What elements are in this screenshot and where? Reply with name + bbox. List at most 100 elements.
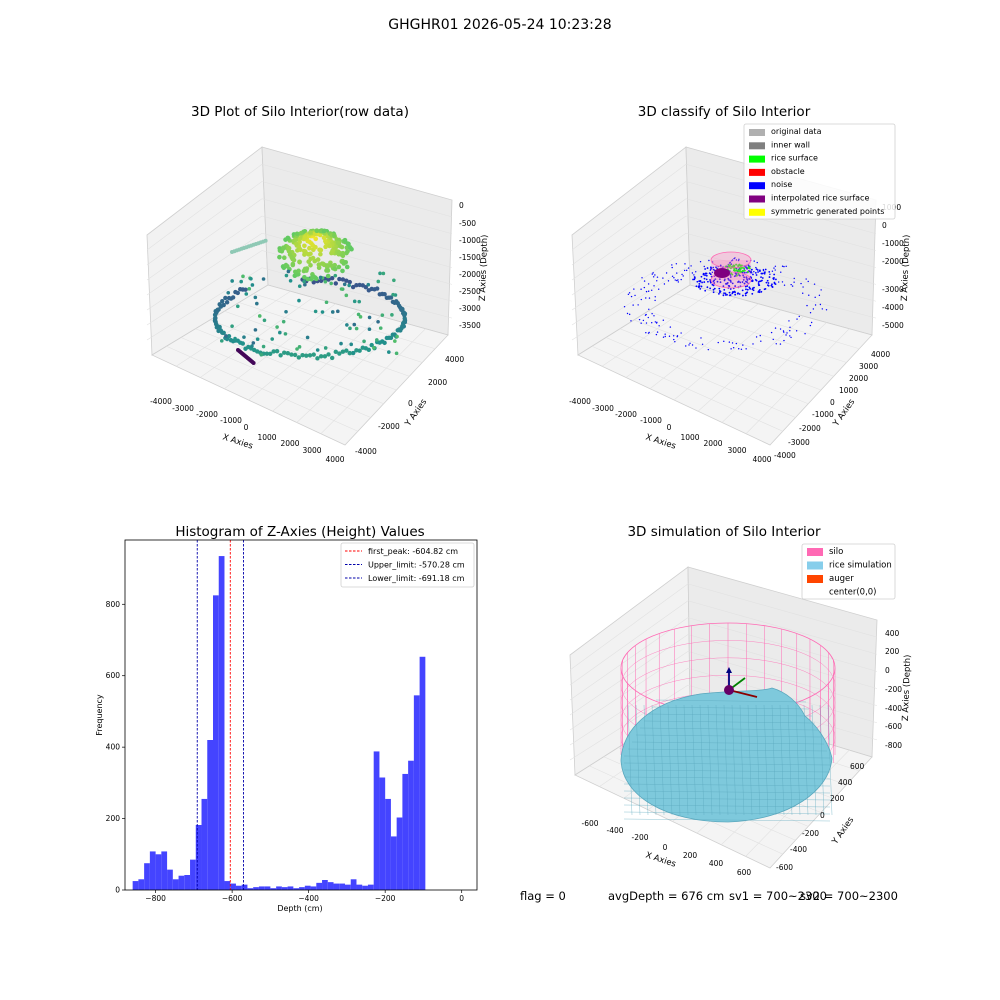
legend-label: center(0,0) — [829, 588, 877, 598]
raw-point — [323, 244, 328, 250]
noise-point — [775, 278, 777, 281]
raw-point — [339, 244, 345, 250]
noise-point — [716, 280, 719, 283]
raw-point — [318, 278, 324, 283]
noise-point — [807, 280, 809, 283]
raw-point — [372, 346, 376, 350]
histogram-bar — [390, 836, 397, 890]
noise-point — [691, 272, 694, 274]
noise-point — [732, 347, 735, 349]
noise-point — [825, 309, 828, 311]
raw-point — [290, 262, 296, 268]
noise-point — [655, 333, 658, 336]
noise-point — [699, 287, 702, 290]
raw-point — [313, 309, 318, 314]
noise-point — [640, 322, 642, 324]
legend-label: obstacle — [771, 167, 805, 176]
noise-point — [766, 279, 769, 282]
rice-mesh-line — [623, 769, 831, 773]
raw-point — [374, 286, 380, 291]
raw-point — [264, 351, 270, 356]
noise-point — [633, 288, 635, 290]
histogram-bar — [270, 888, 277, 890]
legend-label: noise — [771, 180, 792, 189]
raw-point — [378, 271, 382, 276]
noise-point — [656, 280, 658, 282]
noise-point — [680, 332, 682, 334]
raw-point — [362, 339, 366, 344]
legend-swatch — [807, 548, 823, 556]
raw-point — [284, 273, 289, 278]
noise-point — [696, 280, 699, 283]
legend-swatch — [807, 575, 823, 583]
raw-point — [226, 290, 231, 295]
noise-point — [699, 280, 702, 283]
grid-line — [261, 163, 453, 218]
histogram-bar — [149, 851, 156, 890]
raw-point — [333, 281, 338, 286]
rice-surface-point — [733, 264, 736, 267]
noise-point — [676, 336, 678, 338]
noise-point — [656, 331, 659, 333]
histogram-bar — [402, 773, 409, 890]
raw-point — [275, 325, 279, 329]
histogram-bar — [287, 886, 294, 890]
raw-point — [250, 283, 255, 287]
noise-point — [773, 282, 776, 285]
rice-mesh-line — [639, 727, 819, 731]
noise-point — [637, 304, 639, 306]
rice-surface-point — [747, 266, 750, 269]
noise-point — [647, 283, 650, 285]
raw-point — [335, 240, 341, 246]
noise-point — [645, 332, 647, 334]
grid-line — [687, 617, 878, 672]
raw-point — [329, 281, 333, 286]
sim-x-tick: -600 — [581, 819, 598, 828]
rice-mesh-line — [731, 704, 737, 816]
noise-point — [698, 283, 701, 285]
grid-line — [647, 310, 834, 377]
classify-3d-floor-pane — [577, 284, 873, 446]
noise-point — [772, 278, 775, 281]
raw-point — [394, 351, 399, 356]
noise-point — [719, 290, 722, 293]
histogram-bar — [304, 885, 311, 890]
classify-3d-x-ticks: -4000 -3000 -2000 -1000 0 1000 2000 3000… — [569, 397, 772, 464]
sim-y-tick: 200 — [830, 794, 845, 803]
noise-point — [628, 313, 631, 316]
noise-point — [719, 281, 722, 284]
grid-line — [685, 250, 877, 302]
noise-point — [812, 308, 815, 310]
noise-point — [640, 298, 642, 301]
noise-point — [745, 266, 747, 269]
noise-point — [705, 272, 707, 275]
histogram-y-tick-label: 0 — [115, 886, 120, 895]
raw-point — [395, 328, 400, 333]
histogram-frame — [124, 539, 478, 891]
rice-surface-point — [741, 266, 744, 269]
raw-point — [302, 266, 308, 272]
panel-histogram: Histogram of Z-Axies (Height) Values −80… — [95, 524, 478, 913]
grid-line — [146, 181, 263, 266]
noise-point — [643, 286, 646, 289]
sim-3d-ylabel: Y Axies — [830, 815, 857, 847]
raw-point — [326, 352, 331, 357]
noise-point — [687, 267, 690, 269]
noise-point — [700, 275, 703, 278]
noise-point — [742, 344, 744, 346]
raw-point — [327, 243, 332, 249]
noise-point — [674, 279, 676, 281]
raw-point — [332, 266, 338, 272]
noise-point — [760, 276, 762, 279]
raw-point — [295, 347, 299, 351]
noise-point — [647, 290, 650, 292]
noise-point — [709, 287, 712, 290]
noise-point — [754, 271, 757, 274]
histogram-bar — [367, 884, 374, 890]
noise-point — [746, 278, 748, 281]
raw-point — [393, 339, 397, 343]
noise-point — [704, 268, 707, 270]
raw-point — [357, 348, 362, 353]
noise-point — [793, 281, 795, 283]
raw-x-tick: 0 — [244, 423, 249, 432]
